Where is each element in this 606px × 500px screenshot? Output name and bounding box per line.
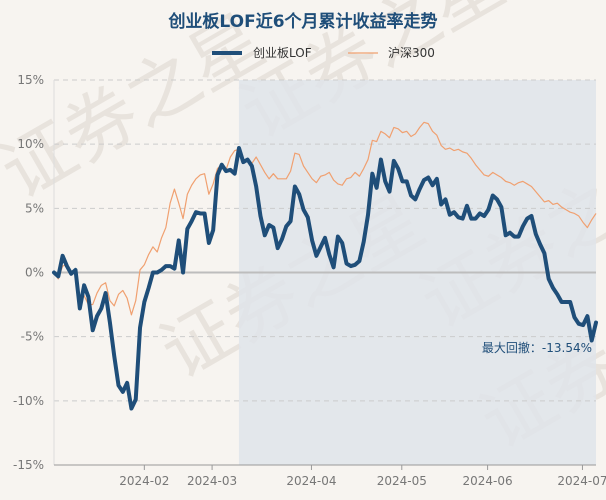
- chart-title: 创业板LOF近6个月累计收益率走势: [167, 11, 437, 32]
- legend: 创业板LOF 沪深300: [212, 46, 435, 60]
- y-tick-label-4: -5%: [21, 330, 44, 344]
- x-tick-label-1: 2024-03: [187, 474, 237, 488]
- x-tick-label-4: 2024-06: [463, 474, 513, 488]
- legend-label-lof: 创业板LOF: [253, 46, 312, 60]
- y-tick-label-2: 5%: [25, 201, 44, 215]
- x-tick-label-5: 2024-07: [557, 474, 606, 488]
- y-tick-label-1: 10%: [17, 137, 44, 151]
- y-tick-label-3: 0%: [25, 266, 44, 280]
- y-tick-label-5: -10%: [13, 394, 44, 408]
- max-drawdown-annotation: 最大回撤：-13.54%: [482, 340, 592, 355]
- series-line-lof: [52, 146, 598, 411]
- series-line-hs300: [53, 121, 597, 316]
- x-tick-label-3: 2024-05: [377, 474, 427, 488]
- x-tick-label-2: 2024-04: [286, 474, 336, 488]
- plot-area: 15% 10% 5% 0% -5% -10% -15% 2024-02 2024-03 2024-…: [13, 73, 606, 488]
- watermark-text-0: 证券之星: [0, 0, 278, 215]
- y-tick-label-0: 15%: [17, 73, 44, 87]
- y-tick-label-6: -15%: [13, 458, 44, 472]
- x-tick-label-0: 2024-02: [119, 474, 169, 488]
- legend-label-hs300: 沪深300: [388, 46, 435, 60]
